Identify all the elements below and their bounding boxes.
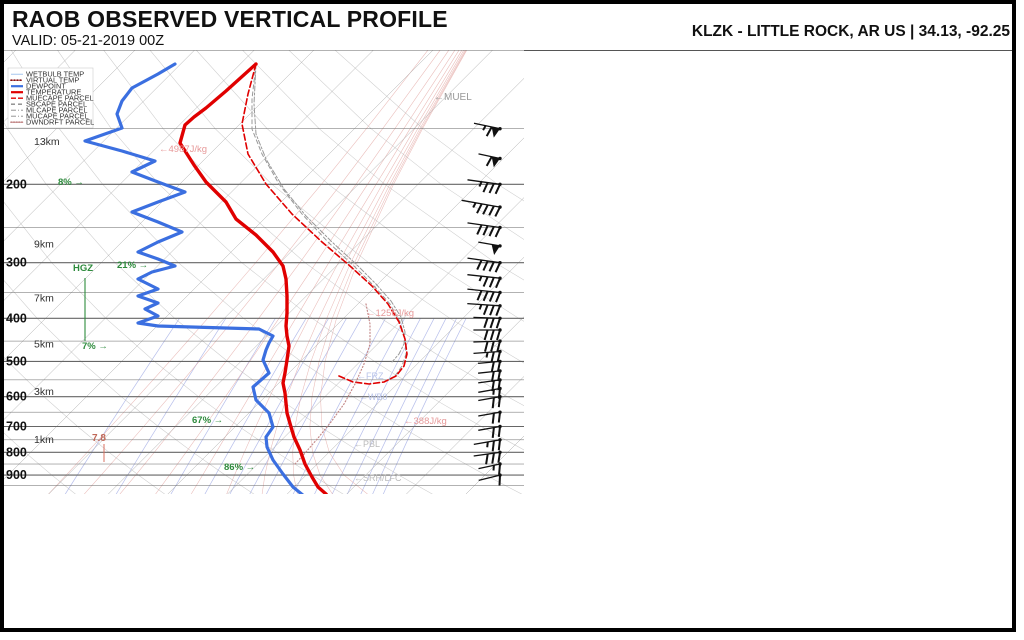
svg-text:←MUEL: ←MUEL [434,92,472,103]
svg-text:8% →: 8% → [58,177,84,188]
svg-text:←1256J/kg: ←1256J/kg [366,308,414,319]
svg-text:9km: 9km [34,238,54,250]
svg-text:3km: 3km [34,386,54,398]
svg-text:200: 200 [6,177,27,191]
svg-text:DWNDRFT PARCEL: DWNDRFT PARCEL [26,118,94,127]
svg-text:7km: 7km [34,292,54,304]
svg-text:←388J/kg: ←388J/kg [404,416,447,427]
svg-text:5km: 5km [34,338,54,350]
svg-text:86% →: 86% → [224,462,255,473]
svg-text:800: 800 [6,445,27,459]
svg-text:13km: 13km [34,136,60,148]
svg-text:500: 500 [6,354,27,368]
svg-text:7.8: 7.8 [92,433,106,444]
svg-text:900: 900 [6,468,27,482]
svg-text:←WB0: ←WB0 [359,392,388,402]
svg-text:67% →: 67% → [192,415,223,426]
svg-text:21% →: 21% → [117,260,148,271]
svg-text:HGZ: HGZ [73,263,93,274]
svg-text:←4987J/kg: ←4987J/kg [159,144,207,155]
svg-text:1km: 1km [34,434,54,446]
svg-text:300: 300 [6,256,27,270]
svg-text:7% →: 7% → [82,341,108,352]
svg-text:←FRZ: ←FRZ [357,371,384,381]
svg-text:←PBL: ←PBL [354,439,380,449]
svg-text:400: 400 [6,311,27,325]
svg-text:600: 600 [6,390,27,404]
svg-text:700: 700 [6,420,27,434]
svg-text:←SRH/LFC: ←SRH/LFC [354,473,402,483]
